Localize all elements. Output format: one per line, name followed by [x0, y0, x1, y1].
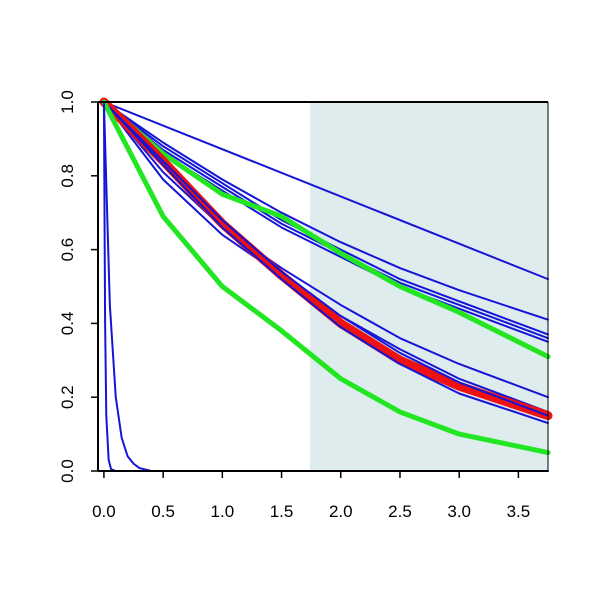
series-line-11-blue — [102, 101, 549, 417]
x-tick-label: 1.0 — [211, 502, 235, 521]
series-line-2-blue — [102, 101, 549, 321]
series-line-6-green — [101, 99, 551, 360]
y-tick-label: 1.0 — [58, 90, 77, 114]
y-tick-label: 0.6 — [58, 238, 77, 262]
y-tick-label: 0.8 — [58, 164, 77, 188]
x-tick-label: 3.0 — [447, 502, 471, 521]
series-line-4-blue — [102, 101, 549, 340]
series-line-10-blue — [102, 101, 549, 425]
series-line-7-blue — [102, 101, 549, 399]
x-tick-label: 0.0 — [92, 502, 116, 521]
series-line-1-blue — [102, 101, 549, 281]
x-tick-label: 1.5 — [270, 502, 294, 521]
x-tick-label: 2.5 — [388, 502, 412, 521]
x-tick-label: 2.0 — [329, 502, 353, 521]
y-tick-label: 0.2 — [58, 385, 77, 409]
y-axis-ticks: 0.0 0.2 0.4 0.6 0.8 1.0 — [58, 90, 98, 483]
y-tick-label: 0.0 — [58, 459, 77, 483]
x-axis-ticks: 0.0 0.5 1.0 1.5 2.0 2.5 3.0 3.5 — [92, 471, 530, 521]
y-tick-label: 0.4 — [58, 312, 77, 336]
x-tick-label: 3.5 — [507, 502, 531, 521]
series-line-12-green — [101, 99, 551, 456]
shaded-region — [309, 102, 548, 471]
x-tick-label: 0.5 — [151, 502, 175, 521]
